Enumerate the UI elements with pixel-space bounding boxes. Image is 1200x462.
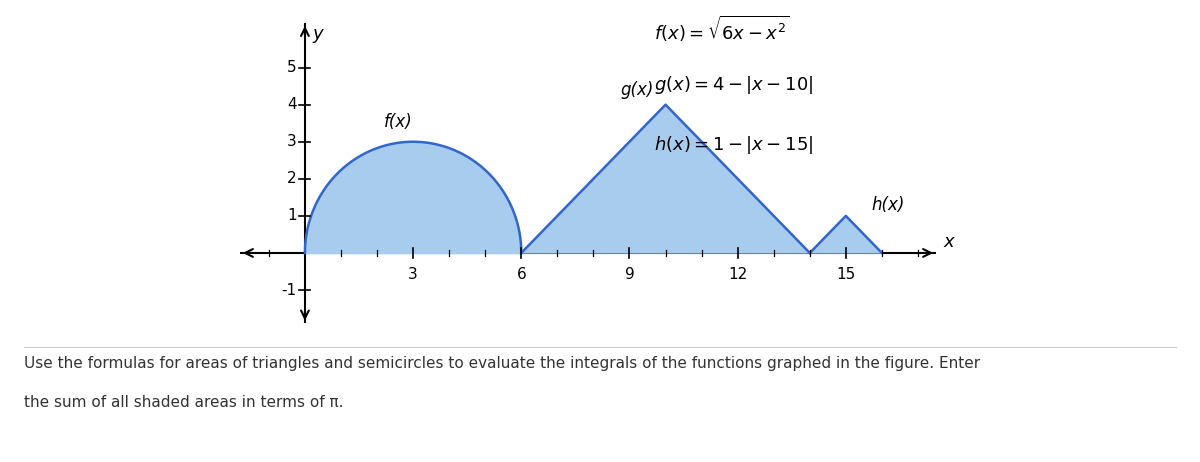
Text: x: x xyxy=(943,233,954,251)
Polygon shape xyxy=(810,216,882,253)
Text: the sum of all shaded areas in terms of π.: the sum of all shaded areas in terms of … xyxy=(24,395,343,410)
Text: 6: 6 xyxy=(516,267,526,282)
Text: $\mathit{f}(\mathit{x})=\sqrt{6\mathit{x}-\mathit{x}^2}$: $\mathit{f}(\mathit{x})=\sqrt{6\mathit{x… xyxy=(654,14,790,44)
Polygon shape xyxy=(521,105,810,253)
Text: g(x): g(x) xyxy=(620,81,653,99)
Text: -1: -1 xyxy=(282,283,296,298)
Text: $\mathit{g}(\mathit{x})=4-|\mathit{x}-10|$: $\mathit{g}(\mathit{x})=4-|\mathit{x}-10… xyxy=(654,74,814,96)
Text: h(x): h(x) xyxy=(871,196,905,214)
Text: y: y xyxy=(312,25,323,43)
Text: 5: 5 xyxy=(287,60,296,75)
Text: 9: 9 xyxy=(624,267,635,282)
Text: Use the formulas for areas of triangles and semicircles to evaluate the integral: Use the formulas for areas of triangles … xyxy=(24,356,980,371)
Text: 12: 12 xyxy=(728,267,748,282)
Text: 2: 2 xyxy=(287,171,296,186)
Text: 3: 3 xyxy=(287,134,296,149)
Text: 15: 15 xyxy=(836,267,856,282)
Text: 3: 3 xyxy=(408,267,418,282)
Text: f(x): f(x) xyxy=(384,113,413,131)
Text: 1: 1 xyxy=(287,208,296,224)
Text: 4: 4 xyxy=(287,97,296,112)
Text: $\mathit{h}(\mathit{x})=1-|\mathit{x}-15|$: $\mathit{h}(\mathit{x})=1-|\mathit{x}-15… xyxy=(654,134,814,156)
